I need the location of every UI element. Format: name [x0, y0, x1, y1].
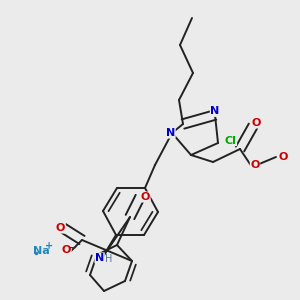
Text: +: +: [46, 241, 54, 250]
Text: N: N: [210, 106, 220, 116]
Text: O: O: [56, 223, 65, 233]
Text: H: H: [105, 254, 112, 265]
Text: N: N: [95, 253, 104, 263]
Text: O: O: [141, 192, 150, 202]
Text: Cl: Cl: [225, 136, 236, 146]
Text: O: O: [250, 160, 260, 170]
Text: N: N: [166, 128, 175, 138]
Text: −: −: [69, 242, 77, 252]
Text: O: O: [251, 118, 261, 128]
Text: Na: Na: [34, 246, 50, 256]
Text: O: O: [279, 152, 288, 162]
Text: O: O: [62, 245, 71, 255]
